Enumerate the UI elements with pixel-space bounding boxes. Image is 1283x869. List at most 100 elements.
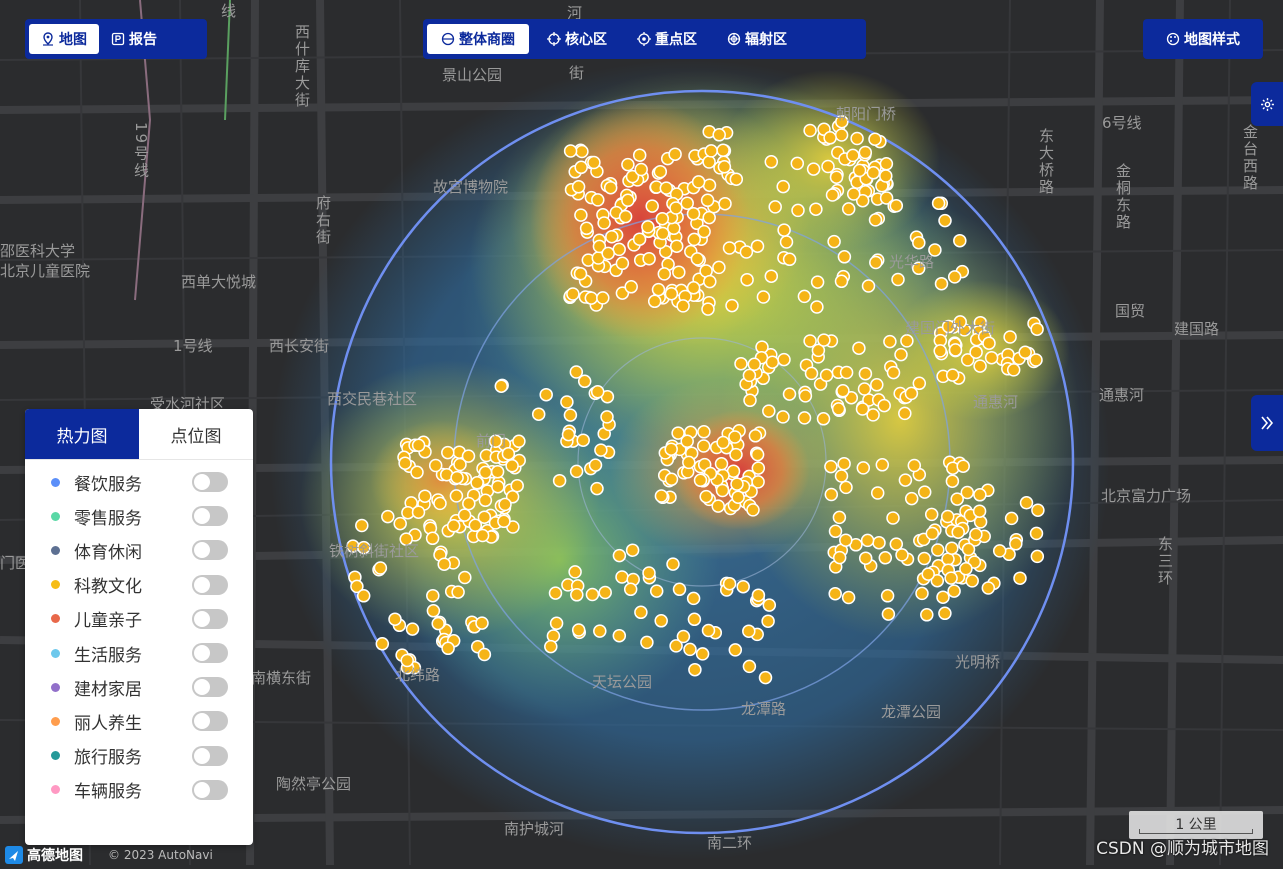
category-color-dot <box>51 716 60 726</box>
poi-marker <box>697 425 711 439</box>
poi-marker <box>837 456 851 471</box>
poi-marker <box>667 221 681 236</box>
map-label: 故宫博物院 <box>433 178 509 196</box>
poi-marker <box>373 561 388 575</box>
poi-marker <box>940 509 955 524</box>
poi-marker <box>714 457 729 471</box>
poi-marker <box>816 412 831 426</box>
map-label: 前门 <box>476 432 507 450</box>
category-toggle[interactable] <box>192 745 228 766</box>
poi-marker <box>640 635 654 650</box>
poi-marker <box>594 443 608 457</box>
poi-marker <box>501 446 516 461</box>
category-row: 车辆服务 <box>25 773 253 807</box>
map-label: 龙潭公园 <box>881 703 942 721</box>
poi-marker <box>762 598 777 612</box>
map-label: 北京富力广场 <box>1101 487 1192 505</box>
poi-marker <box>879 191 894 205</box>
category-toggle[interactable] <box>192 643 228 664</box>
poi-marker <box>762 404 776 418</box>
poi-marker <box>751 461 766 475</box>
poi-marker <box>625 169 640 184</box>
category-toggle[interactable] <box>192 506 228 527</box>
category-toggle[interactable] <box>192 677 228 698</box>
poi-marker <box>433 496 447 511</box>
settings-button[interactable] <box>1251 82 1283 126</box>
poi-marker <box>712 128 726 142</box>
poi-marker <box>870 378 884 392</box>
poi-marker <box>703 274 717 289</box>
poi-marker <box>947 584 961 598</box>
poi-marker <box>702 178 717 192</box>
poi-marker <box>488 434 503 448</box>
poi-marker <box>1009 537 1023 551</box>
category-toggle[interactable] <box>192 540 228 561</box>
poi-marker <box>846 187 861 201</box>
poi-marker <box>605 229 619 244</box>
poi-marker <box>680 434 694 449</box>
poi-marker <box>875 458 890 472</box>
expand-panel-button[interactable] <box>1251 395 1283 451</box>
poi-marker <box>657 267 672 281</box>
poi-marker <box>912 376 927 391</box>
poi-marker <box>972 504 987 518</box>
poi-marker <box>498 497 512 512</box>
poi-marker <box>965 574 979 588</box>
poi-marker <box>953 315 967 329</box>
poi-marker <box>912 235 926 250</box>
category-label: 体育休闲 <box>74 542 142 563</box>
poi-marker <box>388 612 402 626</box>
poi-marker <box>945 474 960 488</box>
poi-marker <box>950 492 964 506</box>
report-button[interactable]: 报告 <box>99 24 169 54</box>
key-zone-button[interactable]: 重点区 <box>625 24 709 54</box>
map-label: 金台西路 <box>1241 124 1259 192</box>
poi-marker <box>642 251 656 266</box>
poi-marker <box>889 198 904 213</box>
poi-marker <box>393 516 407 531</box>
poi-marker <box>490 465 505 479</box>
poi-marker <box>505 459 519 473</box>
poi-marker <box>791 203 805 218</box>
map-copyright: © 2023 AutoNavi <box>108 848 213 862</box>
poi-marker <box>669 639 683 653</box>
core-zone-button[interactable]: 核心区 <box>535 24 619 54</box>
tab-heatmap[interactable]: 热力图 <box>25 409 139 459</box>
poi-marker <box>866 408 880 422</box>
category-toggle[interactable] <box>192 472 228 493</box>
whole-area-button[interactable]: 整体商圈 <box>427 24 529 54</box>
poi-marker <box>477 647 492 662</box>
poi-marker <box>1018 345 1032 360</box>
poi-marker <box>686 206 701 221</box>
map-style-button[interactable]: 地图样式 <box>1143 19 1263 59</box>
poi-marker <box>1030 549 1045 564</box>
radiation-zone-button[interactable]: 辐射区 <box>715 24 799 54</box>
category-toggle[interactable] <box>192 574 228 595</box>
map-style-inner: 地图样式 <box>1162 24 1244 54</box>
category-toggle[interactable] <box>192 711 228 732</box>
poi-marker <box>426 604 441 618</box>
poi-marker <box>839 533 853 547</box>
poi-marker <box>948 343 963 357</box>
poi-marker <box>669 239 684 253</box>
category-toggle[interactable] <box>192 779 228 800</box>
poi-marker <box>477 510 492 524</box>
gear-icon <box>1260 97 1274 111</box>
poi-marker <box>938 213 952 228</box>
map-label: 西长安街 <box>269 337 330 355</box>
map-view-button[interactable]: 地图 <box>29 24 99 54</box>
poi-marker <box>676 299 690 313</box>
poi-marker <box>716 143 730 158</box>
poi-marker <box>904 386 919 401</box>
poi-marker <box>722 241 737 255</box>
poi-marker <box>539 387 553 402</box>
poi-marker <box>1031 503 1045 517</box>
poi-marker <box>960 485 975 500</box>
tab-pointmap[interactable]: 点位图 <box>170 426 222 447</box>
poi-marker <box>590 481 604 496</box>
category-toggle[interactable] <box>192 608 228 629</box>
poi-marker <box>839 480 853 495</box>
poi-marker <box>961 542 976 557</box>
watermark: CSDN @顺为城市地图 <box>1096 839 1269 859</box>
